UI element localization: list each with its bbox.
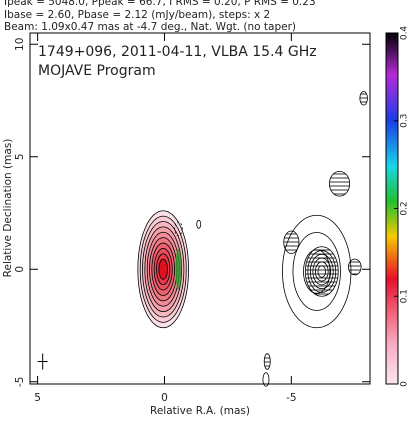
y-tick-label: 10	[14, 38, 26, 51]
map-title: 1749+096, 2011-04-11, VLBA 15.4 GHz	[38, 44, 317, 60]
header-line: Beam: 1.09x0.47 mas at -4.7 deg., Nat. W…	[4, 21, 296, 33]
header-line: Ipeak = 5048.0, Ppeak = 66.7, I RMS = 0.…	[4, 0, 316, 8]
contour	[292, 232, 341, 311]
y-tick-label: 5	[14, 153, 26, 160]
header-line: Ibase = 2.60, Pbase = 2.12 (mJy/beam), s…	[4, 9, 270, 21]
x-tick-label: -5	[286, 392, 296, 404]
x-tick-label: 0	[161, 392, 168, 404]
y-axis-label: Relative Declination (mas)	[2, 139, 14, 278]
contour	[262, 372, 270, 387]
colorbar-tick-label: 0.1	[400, 289, 409, 303]
colorbar-tick-label: 0	[400, 381, 409, 387]
colorbar-tick-label: 0.4	[400, 26, 409, 41]
contour	[315, 261, 329, 282]
contour	[312, 257, 332, 286]
contour	[283, 230, 300, 254]
contour	[307, 250, 337, 293]
x-tick-label: 5	[34, 392, 41, 404]
contour	[158, 258, 168, 280]
x-axis-label: Relative R.A. (mas)	[150, 405, 250, 417]
contour	[196, 219, 202, 229]
contour	[174, 221, 183, 236]
map-subtitle: MOJAVE Program	[38, 63, 156, 79]
y-tick-label: 0	[14, 266, 26, 273]
contour	[329, 170, 351, 197]
colorbar-tick-label: 0.3	[400, 114, 409, 128]
contour	[263, 353, 271, 370]
beam-marker	[37, 353, 48, 370]
contour	[317, 265, 327, 278]
colorbar-tick-label: 0.2	[400, 201, 409, 215]
y-tick-label: -5	[14, 377, 26, 387]
contour	[348, 258, 362, 276]
contour	[309, 253, 334, 290]
core-edge	[175, 248, 182, 290]
contour	[359, 91, 368, 106]
plot-frame	[29, 32, 371, 385]
